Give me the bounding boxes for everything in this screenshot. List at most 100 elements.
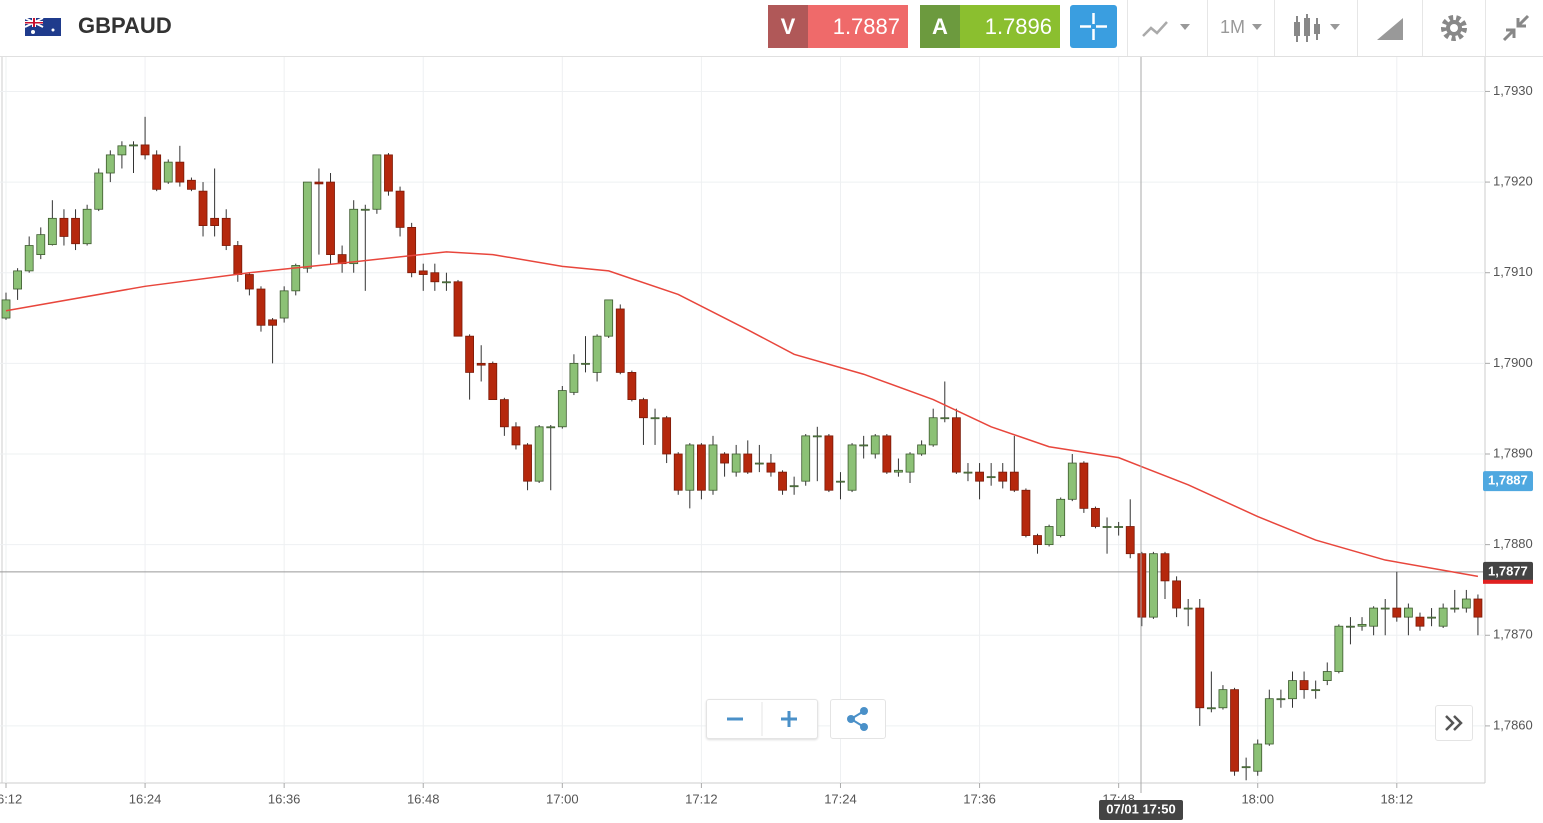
candle-body — [812, 435, 822, 438]
x-tick-label: 17:24 — [824, 791, 857, 806]
draw-button[interactable] — [1375, 14, 1407, 42]
candle-body — [847, 444, 857, 491]
timeframe[interactable]: 1M — [1220, 17, 1246, 37]
candle-body — [1403, 607, 1413, 618]
candle-body — [210, 217, 220, 226]
zoom-icons — [727, 702, 797, 736]
candle-body — [754, 462, 764, 465]
share-button[interactable] — [830, 699, 886, 739]
candle-body — [326, 181, 335, 255]
candle-body — [523, 444, 532, 482]
x-tick-label: 18:00 — [1241, 791, 1274, 806]
candle-body — [1206, 707, 1216, 710]
candle-body — [82, 208, 92, 245]
candle-body — [951, 417, 961, 473]
chart: 1,7930 1,7920 1,7910 1,7900 1,7890 1,7880 1,78… — [0, 57, 1543, 823]
candle-type-button[interactable] — [1292, 12, 1348, 44]
candle-body — [1033, 535, 1042, 546]
candle-body — [859, 444, 869, 447]
candle-body — [615, 308, 625, 373]
candle-body — [221, 217, 231, 246]
symbol: GBPAUD — [78, 13, 172, 38]
candle-body — [453, 281, 463, 337]
candle-body — [685, 444, 695, 491]
candle-body — [1311, 689, 1321, 692]
divider — [1422, 0, 1423, 56]
buy-price[interactable]: 1.7896 — [960, 5, 1060, 48]
y-tick-label: 1,7860 — [1493, 717, 1533, 732]
candle-body — [905, 453, 915, 473]
candle-body — [1056, 498, 1066, 536]
candle-body — [1322, 671, 1332, 681]
candle-body — [244, 274, 254, 290]
candle-body — [1230, 689, 1239, 772]
candle-body — [395, 190, 405, 228]
candle-body — [1369, 607, 1379, 627]
candle-body — [1114, 526, 1124, 528]
candle-body — [986, 476, 996, 479]
candle-body — [824, 435, 834, 491]
chart-type-button[interactable] — [1140, 14, 1196, 42]
crosshair-label: 07/01 17:50 — [1106, 801, 1175, 816]
candle-body — [1102, 526, 1112, 528]
x-tick-label: 16:24 — [129, 791, 162, 806]
candle-body — [662, 417, 672, 455]
settings-button[interactable] — [1438, 12, 1470, 44]
candle-body — [175, 161, 185, 183]
candle-body — [1241, 766, 1251, 769]
crosshair-badge — [1099, 800, 1183, 820]
candle-body — [1427, 616, 1436, 619]
bid-badge — [1483, 471, 1533, 492]
candle-body — [870, 435, 880, 455]
candle-body — [998, 471, 1008, 482]
candle-body — [673, 453, 683, 491]
candle-body — [163, 161, 173, 183]
candle-body — [1380, 607, 1390, 610]
candle-body — [1195, 607, 1205, 709]
candle-body — [1149, 553, 1158, 618]
sell-label[interactable]: V — [768, 5, 808, 48]
scroll-end-button[interactable] — [1435, 705, 1473, 741]
y-tick-label: 1,7920 — [1493, 174, 1533, 189]
candle-body — [268, 319, 277, 326]
candle-body — [1021, 489, 1031, 536]
zoom-controls — [706, 699, 818, 739]
candle-body — [836, 480, 845, 483]
sell-price[interactable]: 1.7887 — [808, 5, 908, 48]
toolbar: GBPAUD V 1.7887 A 1.7896 1M — [0, 0, 1543, 57]
candle-body — [1346, 625, 1355, 628]
candle-body — [384, 154, 393, 192]
candle-body — [117, 145, 127, 156]
candle-body — [233, 245, 243, 275]
candle-body — [534, 426, 544, 482]
flag-icon — [25, 18, 61, 36]
candle-body — [1357, 623, 1367, 627]
x-tick-label: 17:00 — [546, 791, 579, 806]
candle-body — [1183, 607, 1193, 610]
buy-label[interactable]: A — [920, 5, 960, 48]
candle-body — [1091, 507, 1100, 527]
candle-body — [650, 417, 660, 420]
candle-body — [1461, 598, 1471, 609]
candle-body — [639, 399, 648, 419]
candle-body — [708, 444, 718, 491]
candle-body — [152, 154, 162, 190]
divider — [1274, 0, 1275, 56]
candle-body — [442, 281, 451, 284]
candle-body — [279, 290, 289, 319]
crosshair-button[interactable] — [1070, 5, 1117, 48]
candle-body — [1067, 462, 1077, 500]
candle-body — [256, 288, 266, 326]
candle-body — [465, 335, 475, 373]
candle-body — [581, 362, 590, 365]
bid-badge-label: 1,7887 — [1488, 473, 1528, 488]
candle-body — [1137, 553, 1147, 618]
candle-body — [360, 208, 370, 211]
zoom-in[interactable] — [781, 711, 797, 727]
candle-body — [36, 234, 46, 255]
x-tick-label: 16:48 — [407, 791, 440, 806]
last-price-badge — [1483, 561, 1533, 582]
candle-body — [697, 444, 706, 491]
collapse-button[interactable] — [1500, 12, 1532, 44]
candle-body — [731, 453, 741, 473]
